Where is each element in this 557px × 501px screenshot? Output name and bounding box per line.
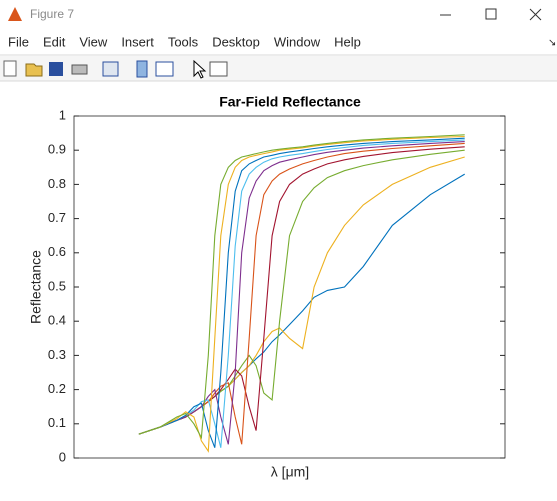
print-preview-icon[interactable]: [102, 61, 119, 77]
title-bar: Figure 7: [8, 7, 542, 21]
print-icon[interactable]: [71, 64, 88, 75]
y-tick-label: 0.8: [48, 176, 66, 191]
y-tick-label: 0.2: [48, 381, 66, 396]
open-icon[interactable]: [25, 63, 43, 77]
menu-item[interactable]: Edit: [43, 34, 66, 49]
data-line: [138, 141, 465, 445]
plot-area: 0 0.1 0.2 0.3 0.4 0.5 0.6 0.7 0.8 0.9 1: [48, 107, 505, 464]
axes-box: [73, 115, 506, 459]
legend-icon[interactable]: [155, 61, 174, 77]
y-tick-label: 0.5: [48, 278, 66, 293]
menu-item[interactable]: Help: [334, 34, 361, 49]
property-icon[interactable]: [209, 61, 228, 77]
toolbar-icons: [3, 59, 228, 79]
chart-title: Far-Field Reflectance: [219, 94, 361, 110]
new-icon[interactable]: [3, 60, 17, 77]
menu-item[interactable]: Tools: [168, 34, 199, 49]
close-button[interactable]: [529, 8, 542, 21]
y-tick-label: 0.9: [48, 142, 66, 157]
maximize-button[interactable]: [485, 8, 497, 20]
y-axis-label: Reflectance: [28, 250, 44, 324]
menu-arrow: ↘: [548, 38, 556, 49]
data-line: [138, 137, 465, 448]
menu-item[interactable]: Desktop: [212, 34, 260, 49]
y-tick-label: 0.6: [48, 244, 66, 259]
menu-item[interactable]: View: [79, 34, 108, 49]
y-tick-label: 0.3: [48, 347, 66, 362]
menu-bar: File Edit View Insert Tools Desktop Window Help: [8, 34, 361, 49]
y-tick-label: 0.4: [48, 313, 66, 328]
menu-item[interactable]: File: [8, 34, 29, 49]
save-icon[interactable]: [49, 62, 63, 76]
y-tick-label: 0: [59, 449, 66, 464]
menu-item[interactable]: Insert: [121, 34, 154, 49]
data-line: [138, 134, 465, 440]
menu-item[interactable]: Window: [274, 34, 321, 49]
data-line: [138, 139, 465, 448]
y-tick-label: 1: [59, 107, 66, 122]
pointer-icon[interactable]: [193, 59, 207, 79]
toolbar: [0, 56, 557, 81]
window-title: Figure 7: [30, 7, 74, 21]
y-tick-label: 0.1: [48, 415, 66, 430]
x-axis-label: λ [μm]: [271, 464, 309, 480]
app-icon: [8, 7, 22, 21]
y-tick-label: 0.7: [48, 210, 66, 225]
data-line: [138, 135, 465, 453]
colorbar-icon[interactable]: [136, 60, 148, 78]
